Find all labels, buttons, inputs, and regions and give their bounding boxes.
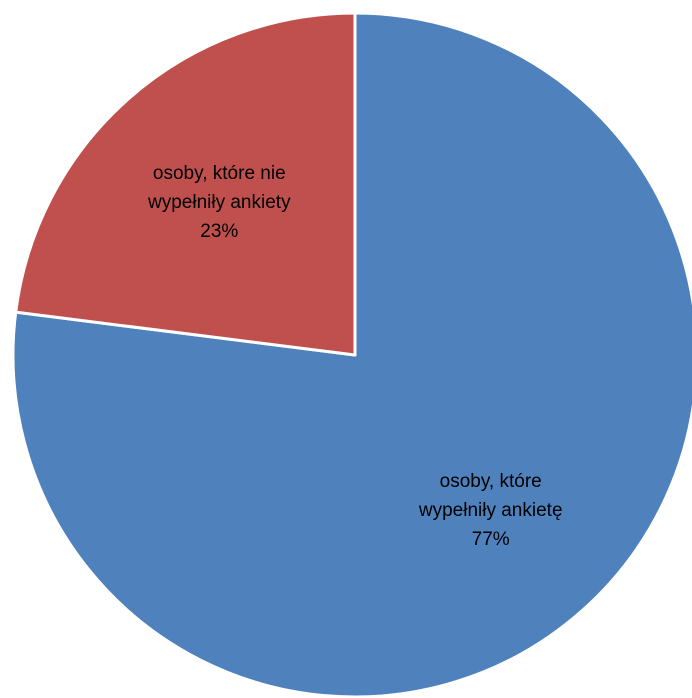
pie-slice-label-1: osoby, które nie wypełniły ankiety 23% [147,163,291,242]
pie-slice-label-line: osoby, które [440,471,542,492]
pie-slice-label-line: 77% [472,529,510,550]
pie-slice-label-line: osoby, które nie [153,163,286,184]
pie-slice-1 [14,11,357,357]
pie-slices [11,11,692,698]
pie-slice-label-line: wypełniły ankietę [418,500,563,521]
pie-labels: osoby, które wypełniły ankietę 77%osoby, k… [147,163,563,550]
pie-slice-label-line: wypełniły ankiety [147,192,291,213]
pie-slice-label-line: 23% [200,221,238,242]
pie-slice-label-0: osoby, które wypełniły ankietę 77% [418,471,563,550]
